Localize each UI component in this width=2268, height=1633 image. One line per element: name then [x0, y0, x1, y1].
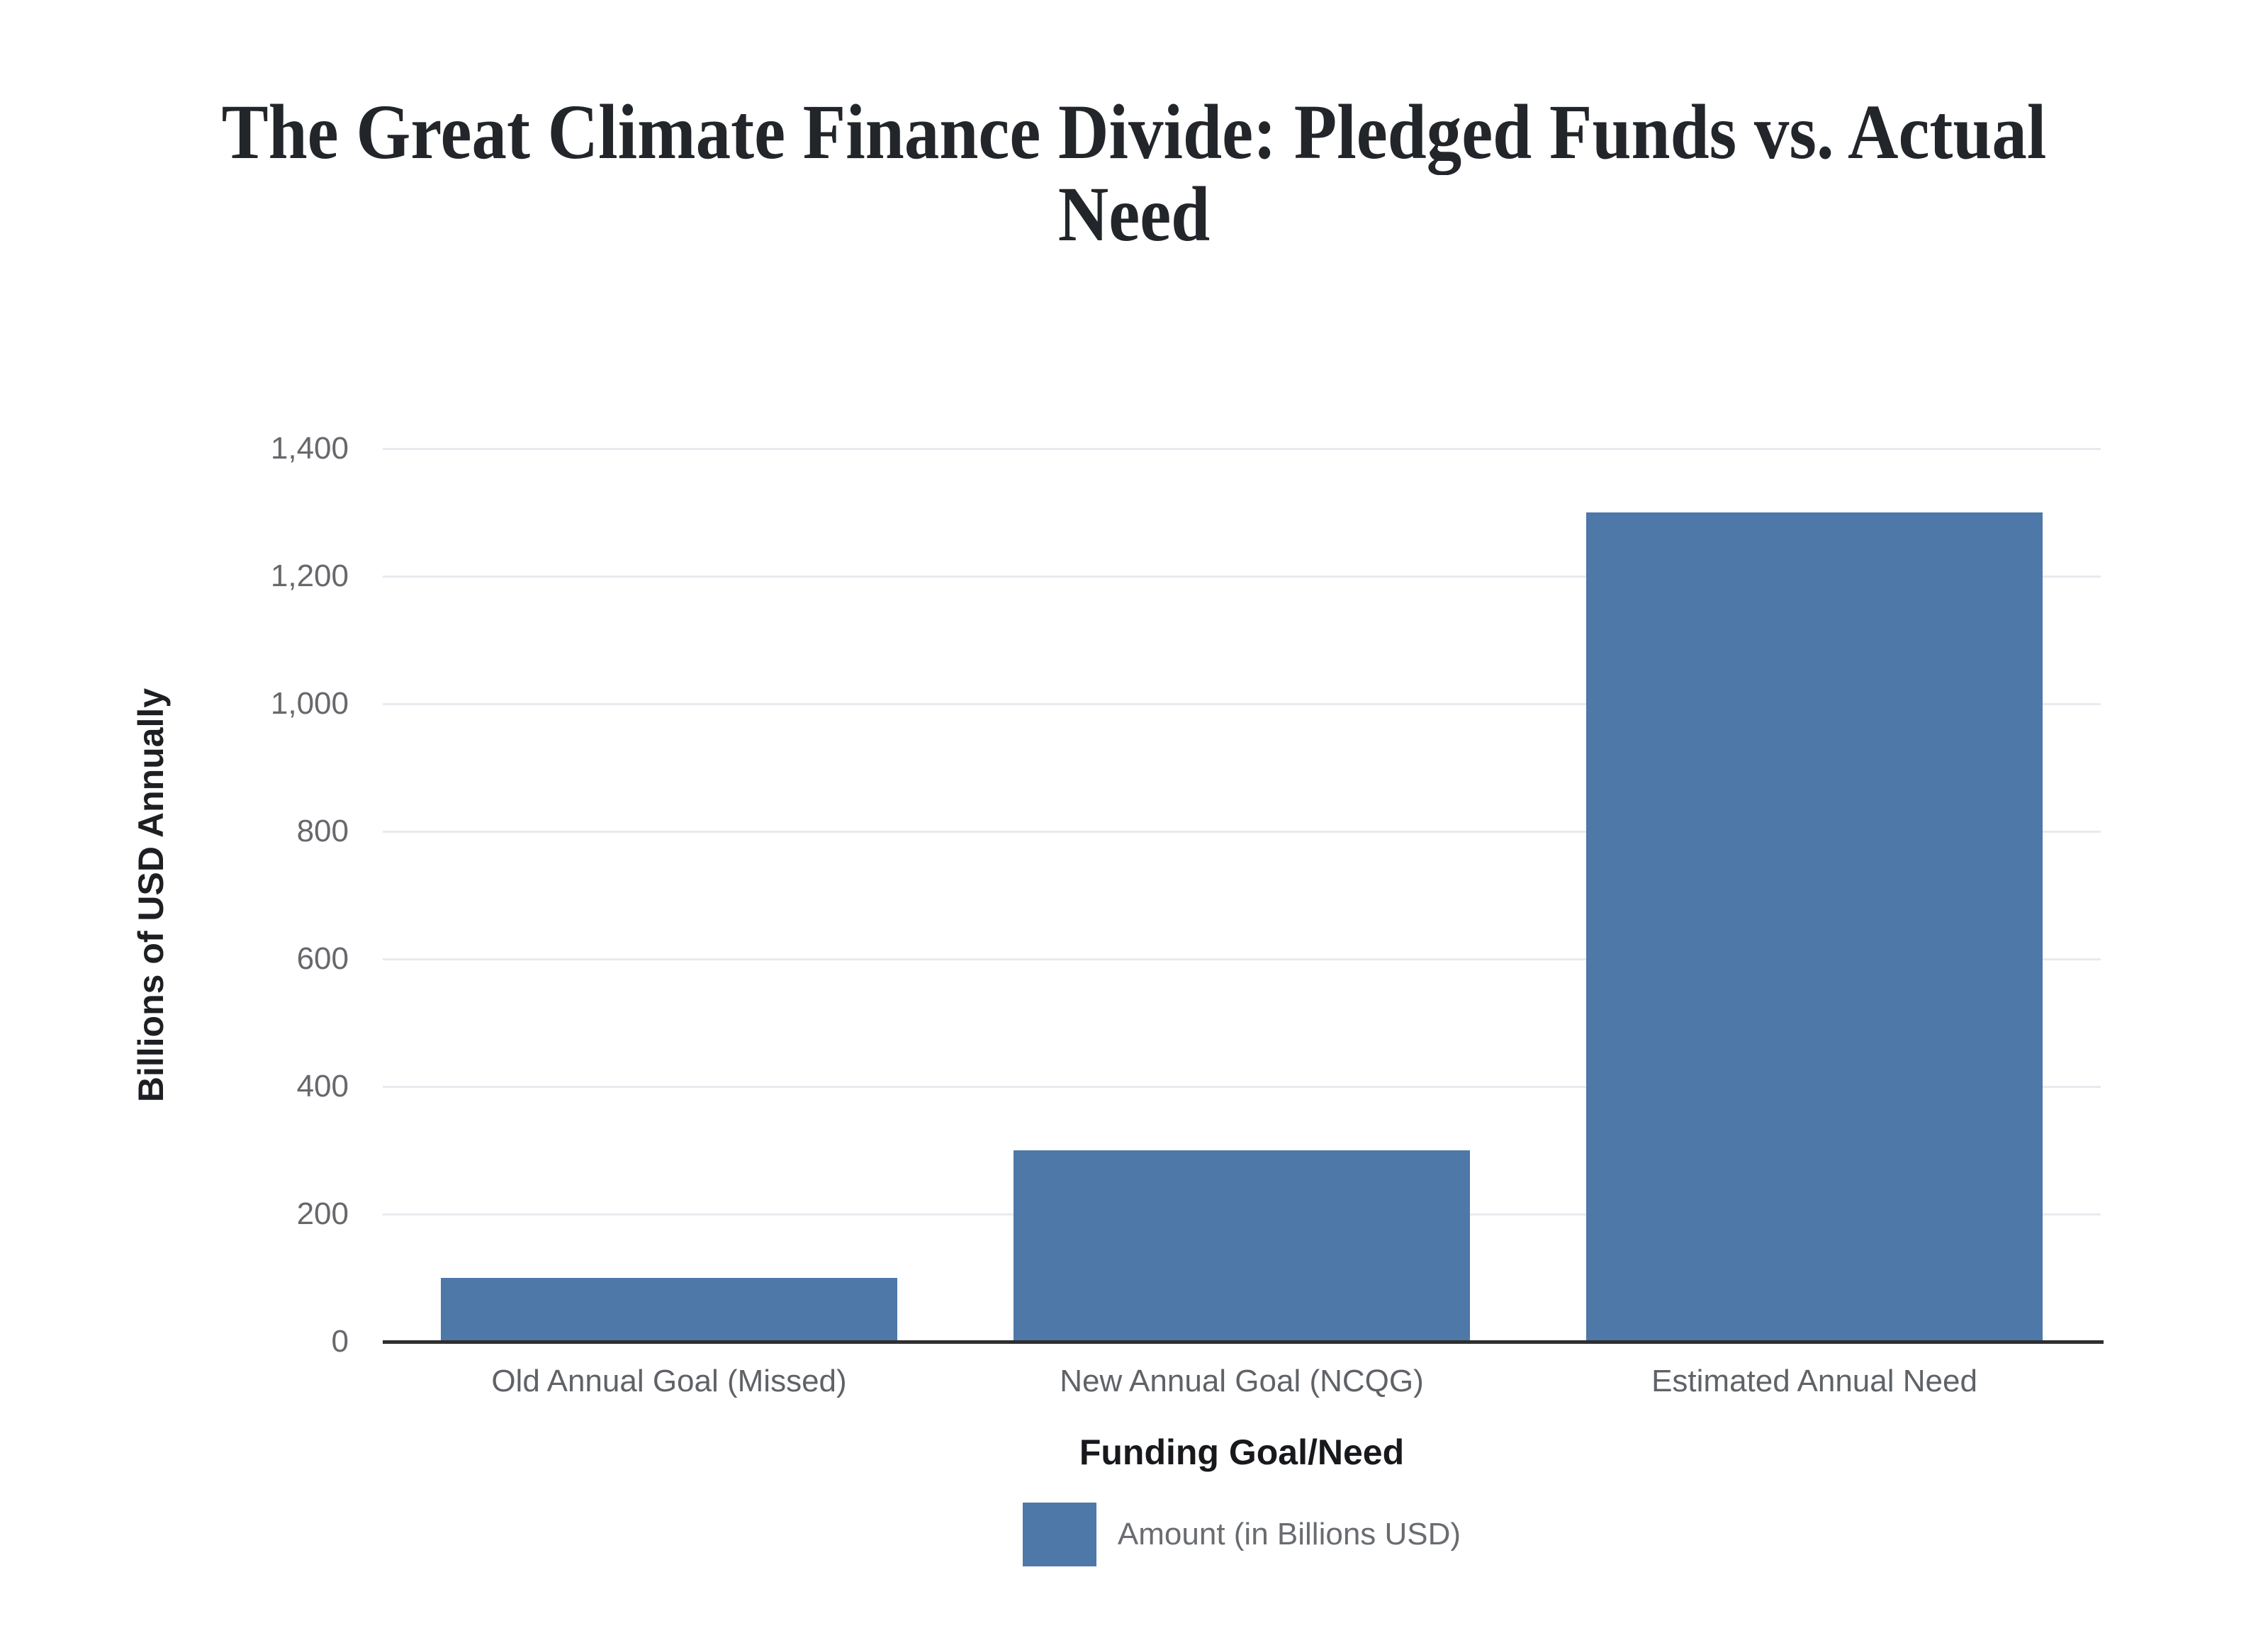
- gridline: [383, 830, 2101, 833]
- x-axis-title: Funding Goal/Need: [1079, 1432, 1405, 1472]
- gridline: [383, 575, 2101, 578]
- chart-title-line1: The Great Climate Finance Divide: Pledge…: [221, 89, 2047, 175]
- gridline: [383, 702, 2101, 705]
- x-axis-line: [383, 1340, 2104, 1344]
- y-tick-label: 400: [296, 1069, 349, 1104]
- legend-item[interactable]: Amount (in Billions USD): [1022, 1503, 1461, 1566]
- chart-title: The Great Climate Finance Divide: Pledge…: [0, 91, 2268, 255]
- y-axis-title-text: Billions of USD Annually: [131, 688, 171, 1103]
- legend: Amount (in Billions USD): [383, 1503, 2101, 1566]
- x-category-label: Old Annual Goal (Missed): [491, 1364, 847, 1398]
- bar: [441, 1278, 897, 1340]
- y-tick-label: 800: [296, 814, 349, 848]
- bar: [1014, 1150, 1470, 1340]
- chart-title-line2: Need: [1057, 171, 1211, 257]
- y-tick-label: 0: [331, 1324, 349, 1359]
- bar: [1586, 512, 2043, 1340]
- y-tick-label: 1,200: [270, 559, 349, 593]
- x-category-label: New Annual Goal (NCQG): [1060, 1364, 1424, 1398]
- legend-swatch-icon: [1022, 1503, 1096, 1566]
- gridline: [383, 447, 2101, 450]
- y-tick-label: 1,000: [270, 686, 349, 721]
- gridline: [383, 958, 2101, 960]
- y-tick-label: 200: [296, 1196, 349, 1231]
- x-category-label: Estimated Annual Need: [1651, 1364, 1977, 1398]
- y-tick-label: 600: [296, 941, 349, 976]
- gridline: [383, 1085, 2101, 1088]
- y-tick-label: 1,400: [270, 431, 349, 466]
- legend-label: Amount (in Billions USD): [1117, 1517, 1461, 1551]
